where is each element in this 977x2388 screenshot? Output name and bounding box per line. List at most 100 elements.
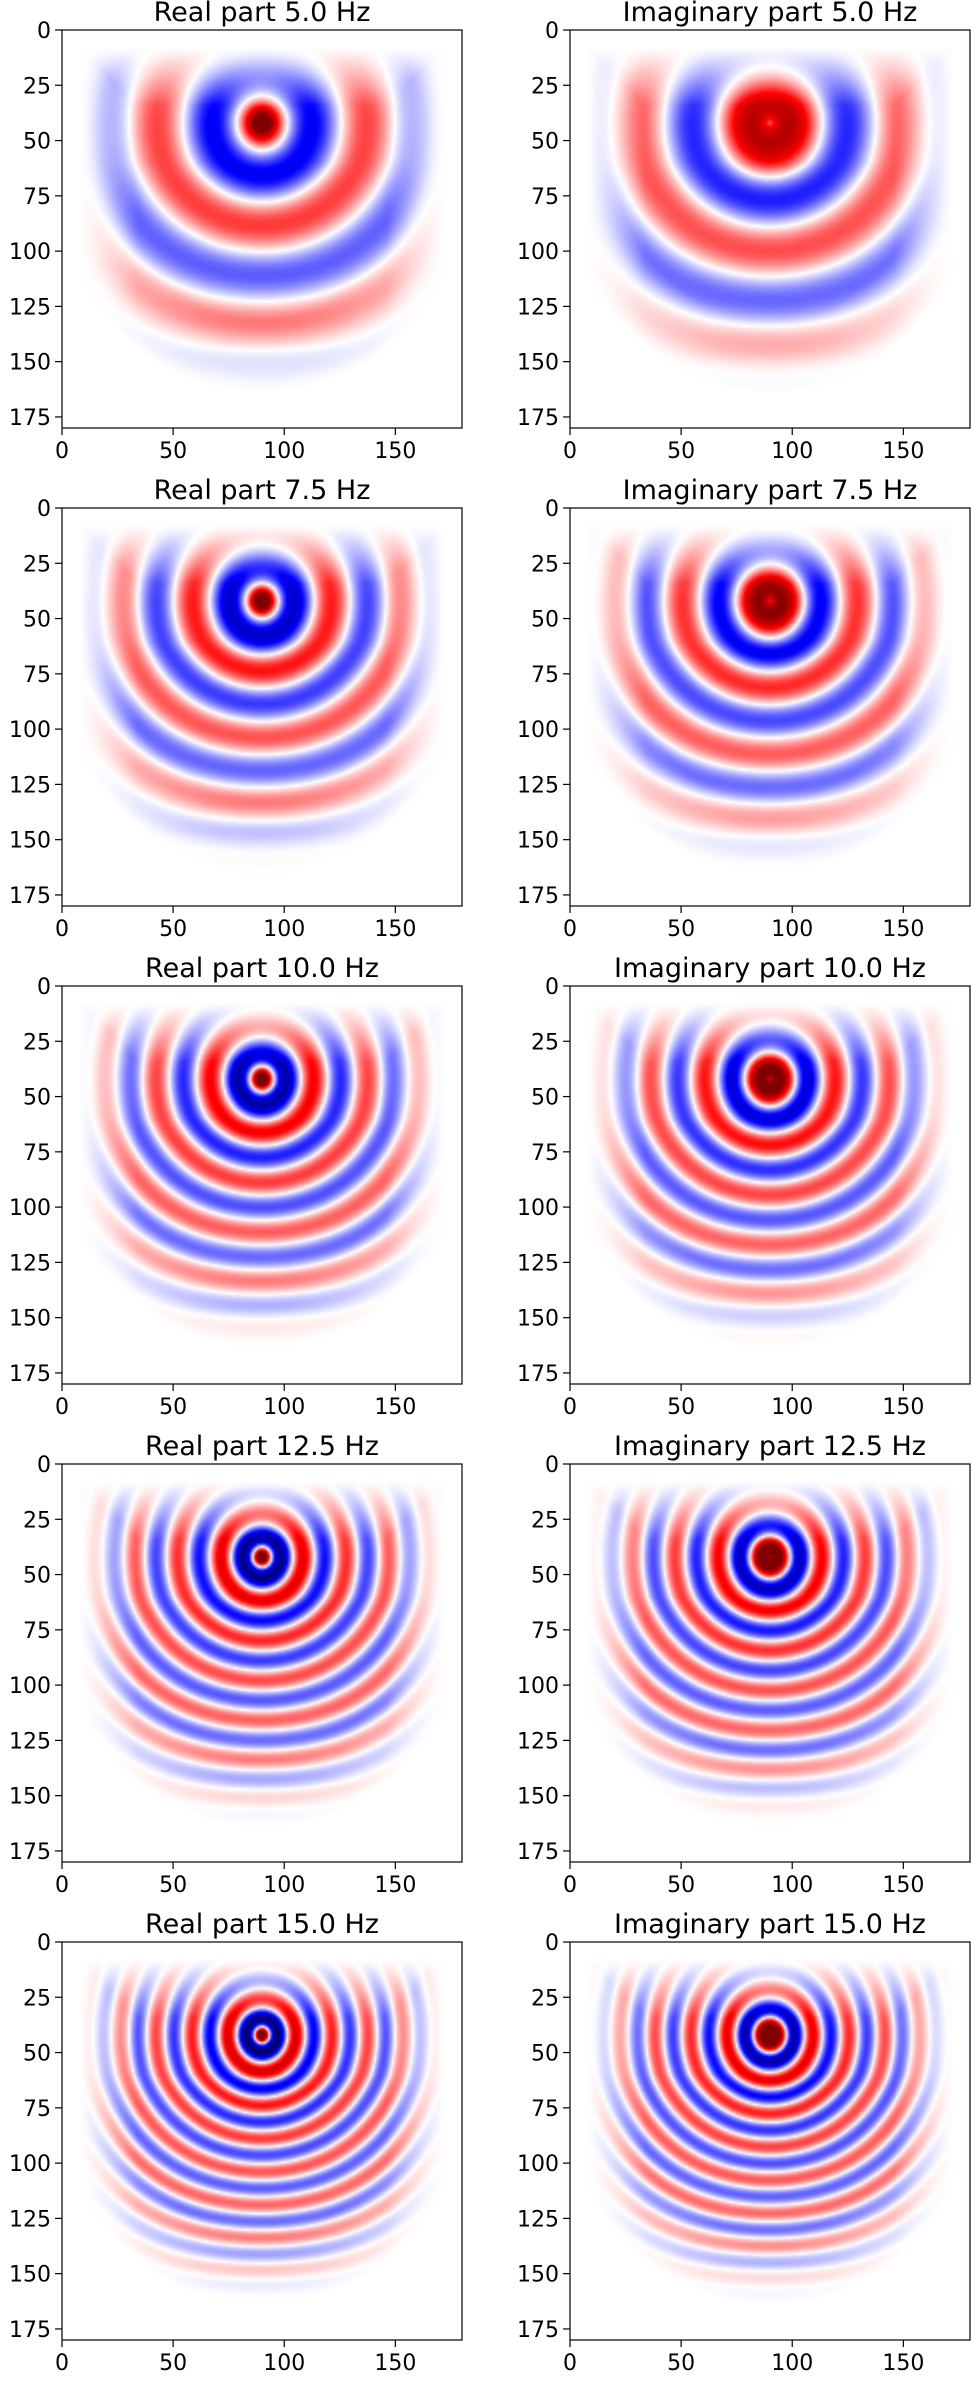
y-tick-label: 175 — [517, 2318, 559, 2343]
y-tick-label: 50 — [531, 1564, 559, 1589]
y-tick-label: 0 — [545, 1931, 559, 1956]
heatmap-image — [570, 30, 970, 428]
y-tick-label: 150 — [517, 2263, 559, 2288]
y-tick-label: 50 — [23, 2042, 51, 2067]
y-tick-label: 25 — [531, 74, 559, 99]
panel-title: Real part 15.0 Hz — [145, 1909, 379, 1940]
y-tick-label: 100 — [9, 1674, 51, 1699]
x-tick-label: 0 — [563, 1395, 577, 1420]
y-tick-label: 75 — [531, 185, 559, 210]
y-tick-label: 125 — [9, 1729, 51, 1754]
y-tick-label: 50 — [531, 130, 559, 155]
y-tick-label: 125 — [9, 295, 51, 320]
y-tick-label: 50 — [531, 608, 559, 633]
heatmap-image — [62, 1942, 462, 2340]
y-tick-label: 100 — [517, 1674, 559, 1699]
panel-title: Real part 10.0 Hz — [145, 953, 379, 984]
y-tick-label: 75 — [23, 663, 51, 688]
axes-frame — [61, 507, 463, 907]
y-tick-label: 50 — [23, 608, 51, 633]
chart-panel-6: Real part 12.5 Hz 0 50 100 150 0 25 50 75 100 125 1… — [9, 1431, 463, 1898]
panel-title: Imaginary part 10.0 Hz — [614, 953, 926, 984]
y-tick-label: 150 — [9, 1785, 51, 1810]
y-tick-label: 25 — [531, 1508, 559, 1533]
y-tick-label: 25 — [23, 1030, 51, 1055]
x-tick-label: 50 — [159, 2351, 187, 2376]
chart-panel-9: Imaginary part 15.0 Hz 0 50 100 150 0 25 50 75 10… — [517, 1909, 971, 2376]
x-tick-label: 50 — [159, 1395, 187, 1420]
y-tick-label: 175 — [517, 406, 559, 431]
x-tick-label: 50 — [667, 917, 695, 942]
y-tick-label: 25 — [23, 1508, 51, 1533]
y-tick-label: 75 — [531, 2097, 559, 2122]
heatmap-image — [570, 508, 970, 906]
y-tick-label: 75 — [531, 1141, 559, 1166]
x-tick-label: 0 — [55, 917, 69, 942]
y-tick-label: 100 — [9, 2152, 51, 2177]
axes-frame — [61, 1941, 463, 2341]
x-tick-label: 100 — [771, 1873, 813, 1898]
axes-frame — [569, 507, 971, 907]
y-tick-label: 150 — [9, 829, 51, 854]
x-tick-label: 150 — [374, 1395, 416, 1420]
y-tick-label: 100 — [9, 1196, 51, 1221]
y-tick-label: 100 — [517, 718, 559, 743]
y-tick-label: 0 — [37, 497, 51, 522]
heatmap-image — [62, 30, 462, 428]
chart-panel-3: Imaginary part 7.5 Hz 0 50 100 150 0 25 50 75 100… — [517, 475, 971, 942]
y-tick-label: 75 — [23, 2097, 51, 2122]
y-tick-label: 75 — [531, 1619, 559, 1644]
y-tick-label: 150 — [9, 2263, 51, 2288]
x-tick-label: 150 — [882, 2351, 924, 2376]
x-tick-label: 100 — [263, 1395, 305, 1420]
y-tick-label: 0 — [37, 1453, 51, 1478]
x-tick-label: 50 — [667, 2351, 695, 2376]
x-tick-label: 100 — [263, 1873, 305, 1898]
x-tick-label: 50 — [667, 1873, 695, 1898]
y-tick-label: 75 — [23, 1619, 51, 1644]
panel-title: Imaginary part 5.0 Hz — [623, 0, 918, 28]
heatmap-image — [62, 1464, 462, 1862]
y-tick-label: 175 — [517, 1362, 559, 1387]
y-tick-label: 125 — [9, 1251, 51, 1276]
x-tick-label: 100 — [263, 2351, 305, 2376]
panel-title: Imaginary part 15.0 Hz — [614, 1909, 926, 1940]
chart-panel-2: Real part 7.5 Hz 0 50 100 150 0 25 50 75 100 125 15… — [9, 475, 463, 942]
y-tick-label: 75 — [23, 185, 51, 210]
axes-frame — [569, 985, 971, 1385]
y-tick-label: 50 — [23, 1086, 51, 1111]
y-tick-label: 175 — [9, 406, 51, 431]
x-tick-label: 0 — [55, 1395, 69, 1420]
heatmap-image — [570, 1942, 970, 2340]
chart-panel-8: Real part 15.0 Hz 0 50 100 150 0 25 50 75 100 125 1… — [9, 1909, 463, 2376]
x-tick-label: 0 — [55, 1873, 69, 1898]
panel-title: Real part 5.0 Hz — [154, 0, 371, 28]
x-tick-label: 50 — [159, 439, 187, 464]
y-tick-label: 100 — [517, 240, 559, 265]
y-tick-label: 100 — [517, 2152, 559, 2177]
y-tick-label: 150 — [9, 1307, 51, 1332]
y-tick-label: 75 — [531, 663, 559, 688]
heatmap-image — [62, 986, 462, 1384]
y-tick-label: 175 — [9, 884, 51, 909]
heatmap-image — [570, 986, 970, 1384]
y-tick-label: 175 — [517, 884, 559, 909]
axes-frame — [569, 29, 971, 429]
y-tick-label: 125 — [517, 2207, 559, 2232]
panel-title: Real part 7.5 Hz — [154, 475, 371, 506]
x-tick-label: 100 — [771, 917, 813, 942]
heatmap-image — [62, 508, 462, 906]
x-tick-label: 100 — [771, 439, 813, 464]
y-tick-label: 150 — [517, 1785, 559, 1810]
y-tick-label: 25 — [531, 1986, 559, 2011]
y-tick-label: 125 — [517, 295, 559, 320]
chart-panel-4: Real part 10.0 Hz 0 50 100 150 0 25 50 75 100 125 1… — [9, 953, 463, 1420]
x-tick-label: 150 — [374, 1873, 416, 1898]
y-tick-label: 100 — [9, 718, 51, 743]
axes-frame — [569, 1941, 971, 2341]
y-tick-label: 25 — [23, 1986, 51, 2011]
y-tick-label: 25 — [23, 74, 51, 99]
x-tick-label: 0 — [55, 2351, 69, 2376]
x-tick-label: 150 — [882, 917, 924, 942]
